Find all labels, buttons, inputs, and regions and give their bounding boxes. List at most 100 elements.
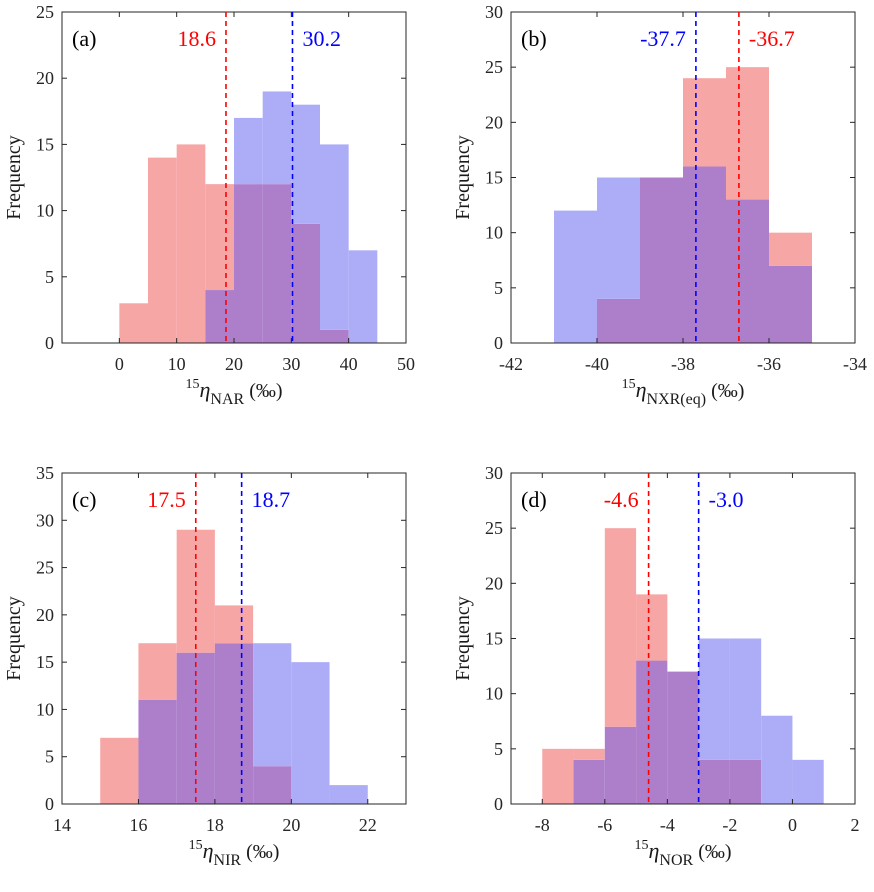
panel-c-xtick-label: 20: [282, 815, 300, 835]
panel-b-ytick-label: 20: [485, 112, 503, 132]
panel-a-mean-label-blue: 30.2: [302, 26, 341, 51]
panel-d-bar-blue--3: [698, 638, 730, 760]
panel-b-bar-overlap--37: [726, 199, 769, 343]
panel-a-bar-red-5: [148, 157, 177, 343]
panel-b: -42 -40 -38 -36 -34 0 5 10 15 20 25 30 Frequency 15ηN…: [452, 2, 867, 408]
panel-a-bar-overlap-20: [234, 184, 263, 343]
panel-d-ytick-label: 5: [494, 739, 503, 759]
panel-d-ytick-label: 0: [494, 794, 503, 814]
panel-b-ytick-label: 5: [494, 278, 503, 298]
panel-d-ytick-label: 15: [485, 629, 503, 649]
panel-b-bar-red--38: [683, 78, 726, 167]
panel-b-mean-label-blue: -37.7: [640, 26, 686, 51]
panel-d-bar-overlap--2: [729, 759, 762, 804]
panel-a-bar-overlap-25: [262, 184, 292, 343]
panel-a-bar-red-10: [176, 144, 206, 343]
panel-d-xtick-label: -2: [722, 815, 737, 835]
panel-c-bar-overlap-18: [214, 643, 254, 804]
panel-c-xtick-label: 22: [359, 815, 377, 835]
panel-d-ytick-label: 25: [485, 518, 503, 538]
panel-a-bar-blue-20: [234, 117, 263, 185]
panel-c-ytick-label: 5: [45, 747, 54, 767]
panel-a-ylabel: Frequency: [3, 135, 25, 219]
panel-d-bar-overlap--4: [667, 671, 699, 804]
panel-d-bar-blue-0: [792, 759, 824, 804]
panel-a-bar-blue-30: [291, 104, 320, 224]
panel-a-bar-overlap-15: [205, 290, 234, 343]
panel-b-ytick-label: 10: [485, 223, 503, 243]
panel-b-bar-red--36: [769, 232, 812, 266]
panel-b-label: (b): [521, 26, 547, 51]
panel-a-bar-overlap-35: [320, 329, 349, 343]
panel-a-ytick-label: 15: [36, 134, 54, 154]
panel-b-ytick-label: 15: [485, 168, 503, 188]
panel-b-ylabel: Frequency: [452, 135, 474, 219]
panel-a-bar-red-0: [119, 303, 148, 343]
panel-d-xtick-label: 0: [788, 815, 797, 835]
panel-b-mean-label-red: -36.7: [749, 26, 795, 51]
panel-c-mean-label-red: 17.5: [147, 487, 186, 512]
panel-c-bar-blue-21: [329, 785, 368, 804]
panel-c-ytick-label: 15: [36, 652, 54, 672]
panel-b-bar-overlap--39: [640, 177, 683, 343]
panel-c-ytick-label: 0: [45, 794, 54, 814]
panel-c-bar-red-18: [214, 605, 254, 644]
panel-d-xlabel: 15ηNOR (‰): [634, 838, 731, 869]
panel-a-bar-blue-35: [320, 144, 349, 330]
panel-c-mean-label-blue: 18.7: [252, 487, 291, 512]
panel-a-xtick-label: 0: [115, 354, 124, 374]
panel-a-xtick-label: 10: [168, 354, 186, 374]
panel-a-ytick-label: 0: [45, 333, 54, 353]
panel-d-bar-red--7: [573, 748, 605, 760]
panel-d-bar-blue--2: [729, 638, 762, 760]
panel-d-ytick-label: 20: [485, 573, 503, 593]
panel-a-bar-blue-25: [262, 91, 292, 185]
panel-a-ytick-label: 25: [36, 2, 54, 22]
panel-d-bar-overlap--7: [573, 759, 605, 804]
panel-b-xlabel: 15ηNXR(eq) (‰): [622, 377, 745, 408]
panel-a: 0 10 20 30 40 50 0 5 10 15 20 25 Frequency 15ηNAR (‰) 1…: [3, 2, 415, 408]
panel-c-xlabel: 15ηNIR (‰): [189, 838, 280, 869]
panel-d-bar-overlap--5: [636, 660, 668, 804]
panel-a-ytick-label: 10: [36, 201, 54, 221]
panel-a-bar-red-15: [205, 184, 234, 291]
panel-d-bar-blue--1: [761, 715, 793, 804]
panel-d-mean-label-red: -4.6: [604, 487, 639, 512]
panel-b-bar-blue--41: [554, 210, 597, 343]
panel-b-xtick-label: -40: [585, 354, 609, 374]
panel-c-ytick-label: 20: [36, 605, 54, 625]
panel-c-ytick-label: 25: [36, 558, 54, 578]
panel-b-bar-overlap--36: [769, 265, 812, 343]
panel-c-bar-overlap-19: [253, 766, 292, 804]
panel-c-xtick-label: 18: [206, 815, 224, 835]
panel-b-bar-red--37: [726, 67, 769, 200]
panel-a-bar-overlap-30: [291, 223, 320, 343]
panel-d-bar-overlap--6: [604, 726, 637, 804]
panel-c-bar-blue-19: [253, 643, 292, 767]
panel-d-mean-label-blue: -3.0: [709, 487, 744, 512]
panel-c-ytick-label: 10: [36, 699, 54, 719]
panel-b-xtick-label: -36: [757, 354, 781, 374]
panel-c-xtick-label: 14: [53, 815, 71, 835]
panel-c-ytick-label: 30: [36, 510, 54, 530]
panel-c-bar-blue-20: [291, 662, 330, 804]
panel-a-xtick-label: 20: [225, 354, 243, 374]
panel-a-bar-blue-40: [348, 250, 378, 343]
panel-a-ytick-label: 5: [45, 267, 54, 287]
panel-b-xtick-label: -34: [843, 354, 867, 374]
panel-d-bar-red--6: [604, 528, 637, 727]
panel-a-ytick-label: 20: [36, 68, 54, 88]
panel-c-axes-box: [61, 472, 407, 805]
panel-c-xtick-label: 16: [129, 815, 147, 835]
panel-d-bar-red--5: [636, 594, 668, 661]
panel-b-xtick-label: -42: [499, 354, 523, 374]
panel-d-bar-overlap--3: [698, 759, 730, 804]
panel-d-ytick-label: 10: [485, 684, 503, 704]
panel-a-mean-label-red: 18.6: [177, 26, 216, 51]
panel-b-ytick-label: 0: [494, 333, 503, 353]
panel-b-ytick-label: 30: [485, 2, 503, 22]
panel-a-xtick-label: 30: [282, 354, 300, 374]
